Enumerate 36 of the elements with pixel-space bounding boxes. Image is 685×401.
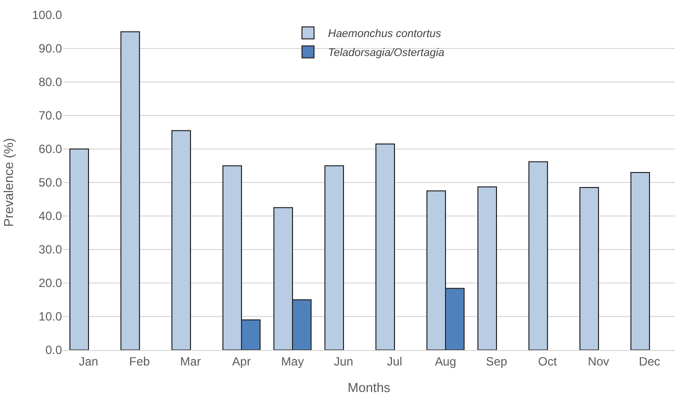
y-tick-label: 20.0 xyxy=(38,276,62,290)
bar xyxy=(579,187,599,350)
x-tick-label: Aug xyxy=(434,354,456,368)
x-axis-title: Months xyxy=(348,380,391,395)
x-tick-label: Apr xyxy=(232,354,251,368)
y-tick-label: 90.0 xyxy=(38,42,62,56)
x-tick-label: Feb xyxy=(129,354,150,368)
bar xyxy=(630,172,650,350)
bar xyxy=(324,165,344,350)
y-tick-label: 10.0 xyxy=(38,310,62,324)
y-axis-title: Prevalence (%) xyxy=(0,138,16,227)
bar xyxy=(528,161,548,350)
x-tick-label: Oct xyxy=(538,354,558,368)
x-tick-label: Dec xyxy=(638,354,660,368)
legend-label: Teladorsagia/Ostertagia xyxy=(328,47,444,60)
y-tick-label: 40.0 xyxy=(38,209,62,224)
x-tick-label: Jul xyxy=(386,354,402,368)
x-tick-label: Sep xyxy=(486,354,508,368)
y-tick-label: 0.0 xyxy=(45,343,62,358)
x-tick-label: May xyxy=(281,354,304,368)
x-tick-label: Mar xyxy=(180,354,201,368)
y-tick-label: 30.0 xyxy=(38,242,62,257)
x-tick-label: Nov xyxy=(588,354,610,368)
bar xyxy=(477,186,497,350)
bar xyxy=(171,130,191,350)
bar xyxy=(69,148,89,350)
y-tick-label: 100.0 xyxy=(32,8,62,22)
y-tick-label: 80.0 xyxy=(38,75,62,90)
x-tick-label: Jun xyxy=(334,354,354,368)
y-tick-label: 50.0 xyxy=(38,176,62,190)
legend-label: Haemonchus contortus xyxy=(328,28,442,40)
bar xyxy=(375,143,395,350)
y-tick-label: 70.0 xyxy=(38,108,62,123)
y-tick-label: 60.0 xyxy=(38,142,62,156)
x-tick-label: Jan xyxy=(78,354,98,368)
bar xyxy=(120,31,140,350)
